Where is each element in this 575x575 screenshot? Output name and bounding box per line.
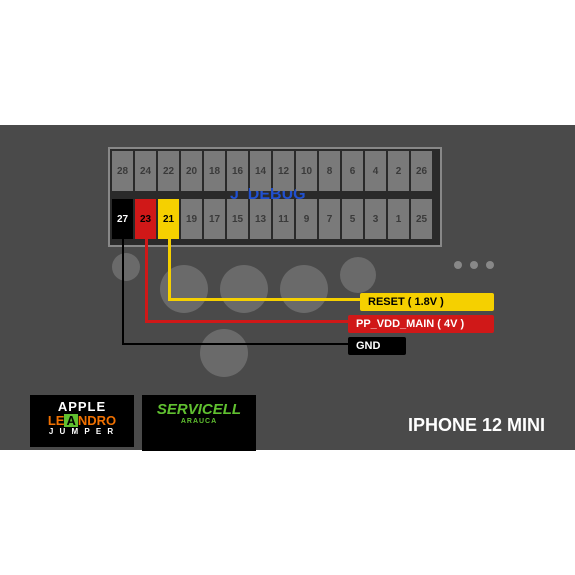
- pin-2: 2: [388, 151, 409, 191]
- pin-5: 5: [342, 199, 363, 239]
- pin-19: 19: [181, 199, 202, 239]
- pin-18: 18: [204, 151, 225, 191]
- logo1-l2c: NDRO: [78, 413, 116, 428]
- pin-23: 23: [135, 199, 156, 239]
- wire-segment: [122, 239, 124, 345]
- signal-label-yellow: RESET ( 1.8V ): [360, 293, 494, 311]
- pin-7: 7: [319, 199, 340, 239]
- logo1-line1: APPLE: [32, 399, 132, 414]
- logo2-line1: SERVICELL: [144, 401, 254, 418]
- solder-ball: [112, 253, 140, 281]
- solder-ball: [200, 329, 248, 377]
- logo-servicell: SERVICELL ARAUCA: [142, 395, 256, 451]
- pin-4: 4: [365, 151, 386, 191]
- continuation-dot: [486, 261, 494, 269]
- pin-25: 25: [411, 199, 432, 239]
- pin-15: 15: [227, 199, 248, 239]
- pin-21: 21: [158, 199, 179, 239]
- wire-segment: [145, 320, 348, 323]
- pin-16: 16: [227, 151, 248, 191]
- pin-17: 17: [204, 199, 225, 239]
- pin-28: 28: [112, 151, 133, 191]
- continuation-dot: [454, 261, 462, 269]
- logo1-l2a: LE: [48, 413, 65, 428]
- pin-11: 11: [273, 199, 294, 239]
- pin-27: 27: [112, 199, 133, 239]
- pin-10: 10: [296, 151, 317, 191]
- pin-13: 13: [250, 199, 271, 239]
- signal-label-black: GND: [348, 337, 406, 355]
- logo1-line3: J U M P E R: [32, 427, 132, 436]
- logo2-line2: ARAUCA: [144, 418, 254, 425]
- pin-6: 6: [342, 151, 363, 191]
- pin-3: 3: [365, 199, 386, 239]
- solder-ball: [280, 265, 328, 313]
- logo1-l2b: A: [64, 414, 77, 427]
- wire-segment: [168, 298, 360, 301]
- device-title: IPHONE 12 MINI: [408, 415, 545, 436]
- wire-segment: [168, 239, 171, 301]
- logo-apple-leandro: APPLE LEANDRO J U M P E R: [30, 395, 134, 447]
- pin-9: 9: [296, 199, 317, 239]
- solder-ball: [340, 257, 376, 293]
- diagram-panel: J_DEBUG APPLE LEANDRO J U M P E R SERVIC…: [0, 125, 575, 450]
- pin-8: 8: [319, 151, 340, 191]
- pin-12: 12: [273, 151, 294, 191]
- pin-24: 24: [135, 151, 156, 191]
- wire-segment: [122, 343, 348, 345]
- pin-1: 1: [388, 199, 409, 239]
- wire-segment: [145, 239, 148, 323]
- pin-22: 22: [158, 151, 179, 191]
- pin-20: 20: [181, 151, 202, 191]
- signal-label-red: PP_VDD_MAIN ( 4V ): [348, 315, 494, 333]
- pin-26: 26: [411, 151, 432, 191]
- continuation-dot: [470, 261, 478, 269]
- solder-ball: [220, 265, 268, 313]
- pin-14: 14: [250, 151, 271, 191]
